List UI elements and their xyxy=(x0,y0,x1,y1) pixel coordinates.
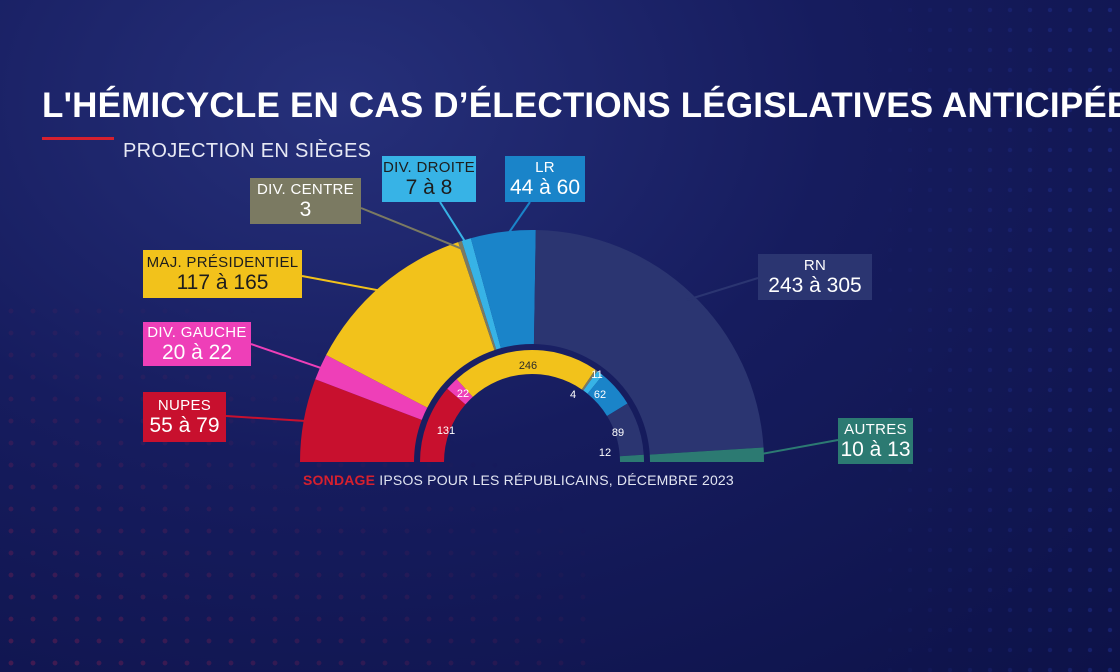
leader-line-nupes xyxy=(225,415,312,423)
current-value-label-1: 131 xyxy=(437,425,455,437)
leader-line-rn xyxy=(686,277,759,301)
source-tag: SONDAGE xyxy=(303,472,376,488)
party-seat-range: 243 à 305 xyxy=(768,274,862,297)
page-title: L'HÉMICYCLE EN CAS D’ÉLECTIONS LÉGISLATI… xyxy=(42,86,1120,125)
party-name: DIV. GAUCHE xyxy=(147,324,247,341)
leader-line-div-centre xyxy=(360,207,463,251)
current-value-label-7: 89 xyxy=(612,427,624,439)
party-seat-range: 7 à 8 xyxy=(405,176,453,199)
party-seat-range: 3 xyxy=(299,198,312,221)
party-seat-range: 44 à 60 xyxy=(509,176,581,199)
current-slice-6 xyxy=(587,375,628,417)
current-value-label-3: 246 xyxy=(519,360,537,372)
leader-line-div-gauche xyxy=(250,343,328,372)
party-name: DIV. DROITE xyxy=(383,159,475,176)
party-label-rn: RN 243 à 305 xyxy=(758,254,872,300)
party-name: DIV. CENTRE xyxy=(257,181,354,198)
party-label-div-centre: DIV. CENTRE 3 xyxy=(250,178,361,224)
current-slice-5 xyxy=(583,371,603,394)
current-value-label-5: 11 xyxy=(591,369,602,381)
current-slice-8 xyxy=(619,454,644,462)
current-value-label-4: 4 xyxy=(570,389,576,401)
projection-slice-nupes xyxy=(300,379,422,462)
title-accent-bar xyxy=(42,137,114,140)
page-subtitle: PROJECTION EN SIÈGES xyxy=(123,140,372,162)
current-value-label-2: 22 xyxy=(457,388,469,400)
leader-line-lr xyxy=(503,201,531,241)
source-line: SONDAGE IPSOS POUR LES RÉPUBLICAINS, DÉC… xyxy=(303,472,734,488)
current-slice-1 xyxy=(420,388,466,462)
projection-slice-div-centre xyxy=(458,240,497,351)
current-slice-3 xyxy=(456,350,596,397)
party-seat-range: 55 à 79 xyxy=(149,414,220,437)
party-label-autres: AUTRES 10 à 13 xyxy=(838,418,913,464)
projection-slice-maj-presidentiel xyxy=(326,242,495,408)
projection-slice-lr xyxy=(470,230,536,349)
projection-slice-div-gauche xyxy=(315,355,428,420)
source-text: IPSOS POUR LES RÉPUBLICAINS, DÉCEMBRE 20… xyxy=(375,472,734,488)
leader-line-autres xyxy=(755,439,839,456)
background-dots-right xyxy=(860,0,1120,672)
current-slice-2 xyxy=(447,379,473,405)
current-slice-7 xyxy=(607,403,644,457)
current-value-label-6: 62 xyxy=(594,389,606,401)
leader-line-div-droite xyxy=(439,201,470,248)
party-name: RN xyxy=(803,257,827,274)
party-name: MAJ. PRÉSIDENTIEL xyxy=(146,254,299,271)
party-name: LR xyxy=(535,159,555,176)
party-label-div-droite: DIV. DROITE 7 à 8 xyxy=(382,156,476,202)
projection-slice-rn xyxy=(533,230,764,455)
projection-slice-div-droite xyxy=(461,238,501,350)
party-label-div-gauche: DIV. GAUCHE 20 à 22 xyxy=(143,322,251,366)
party-seat-range: 10 à 13 xyxy=(840,438,911,461)
party-label-maj-presidentiel: MAJ. PRÉSIDENTIEL 117 à 165 xyxy=(143,250,302,298)
party-seat-range: 20 à 22 xyxy=(161,341,233,364)
current-value-label-8: 12 xyxy=(599,447,611,459)
party-name: NUPES xyxy=(157,397,212,414)
party-label-lr: LR 44 à 60 xyxy=(505,156,585,202)
party-name: AUTRES xyxy=(844,421,907,438)
projection-slice-autres xyxy=(649,447,764,462)
party-label-nupes: NUPES 55 à 79 xyxy=(143,392,226,442)
leader-line-maj-presidentiel xyxy=(301,275,387,293)
current-slice-4 xyxy=(581,369,598,391)
party-seat-range: 117 à 165 xyxy=(176,271,269,294)
